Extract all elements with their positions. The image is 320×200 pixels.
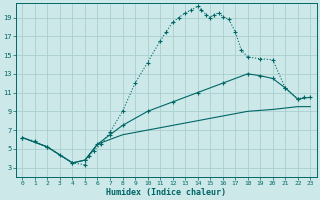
X-axis label: Humidex (Indice chaleur): Humidex (Indice chaleur) [106, 188, 226, 197]
